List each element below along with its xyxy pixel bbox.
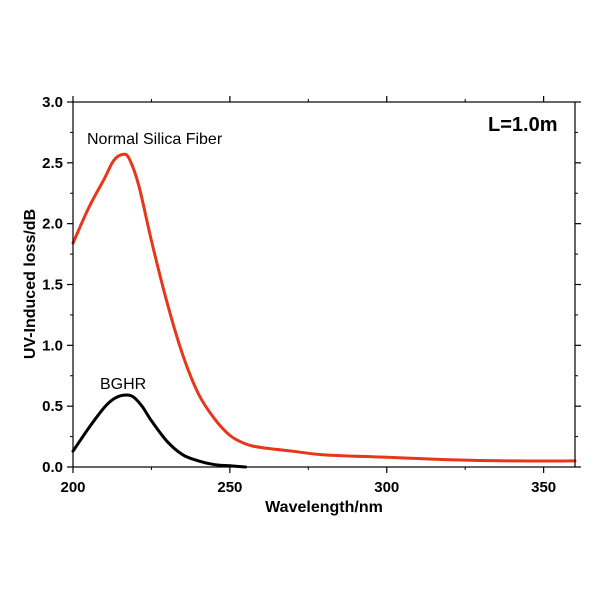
series-label-bghr: BGHR bbox=[100, 376, 146, 393]
y-tick-label: 3.0 bbox=[42, 94, 63, 111]
y-axis-title: UV-Induced loss/dB bbox=[22, 209, 39, 359]
length-annotation: L=1.0m bbox=[488, 114, 557, 136]
series-label-normal-silica-fiber: Normal Silica Fiber bbox=[87, 131, 223, 148]
y-tick-label: 2.5 bbox=[42, 155, 63, 172]
y-tick-label: 0.0 bbox=[42, 459, 63, 476]
series-line-bghr bbox=[71, 393, 248, 469]
y-tick-label: 1.0 bbox=[42, 337, 63, 354]
x-axis-title: Wavelength/nm bbox=[265, 499, 383, 516]
x-tick-label: 200 bbox=[60, 479, 85, 496]
x-tick-label: 300 bbox=[374, 479, 399, 496]
series-line-normal-silica-fiber bbox=[71, 152, 577, 463]
y-tick-label: 0.5 bbox=[42, 398, 63, 415]
y-tick-label: 2.0 bbox=[42, 216, 63, 233]
y-tick-label: 1.5 bbox=[42, 277, 63, 294]
series-layer bbox=[71, 152, 577, 469]
axes-layer: 200 250 300 350 0.0 0.5 1.0 1.5 2.0 2.5 3.0 bbox=[42, 94, 581, 496]
x-tick-label: 250 bbox=[217, 479, 242, 496]
x-tick-label: 350 bbox=[531, 479, 556, 496]
